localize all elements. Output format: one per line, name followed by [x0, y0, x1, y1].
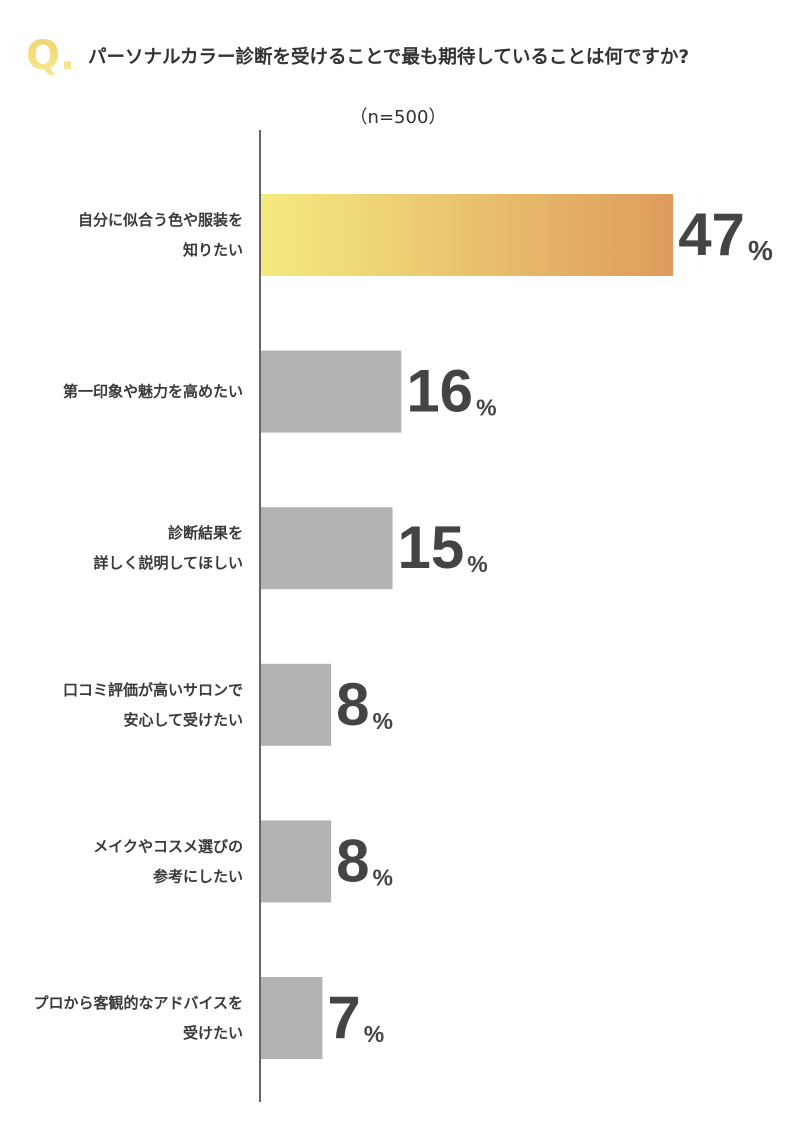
bar [261, 507, 393, 590]
value-label: 8% [336, 827, 393, 894]
value-label: 16% [406, 357, 496, 424]
value-label: 15% [398, 514, 488, 581]
category-label: 口コミ評価が高いサロンで安心して受けたい [63, 680, 243, 728]
value-label: 8% [336, 671, 393, 738]
value-label: 47% [678, 201, 773, 268]
value-label: 7% [327, 984, 384, 1051]
chart-subtitle: （n=500） [350, 107, 447, 128]
question-mark: Q. [26, 33, 75, 79]
bar [261, 194, 674, 276]
category-label: メイクやコスメ選びの参考にしたい [93, 837, 243, 885]
bar [261, 820, 332, 903]
bar [261, 977, 323, 1059]
category-label: プロから客観的なアドバイスを受けたい [33, 994, 243, 1042]
bar [261, 350, 402, 433]
category-label: 自分に似合う色や服装を知りたい [78, 211, 243, 259]
chart-title: パーソナルカラー診断を受けることで最も期待していることは何ですか? [88, 46, 689, 68]
category-label: 診断結果を詳しく説明してほしい [93, 524, 243, 572]
bar [261, 663, 332, 746]
category-label: 第一印象や魅力を高めたい [63, 382, 243, 400]
